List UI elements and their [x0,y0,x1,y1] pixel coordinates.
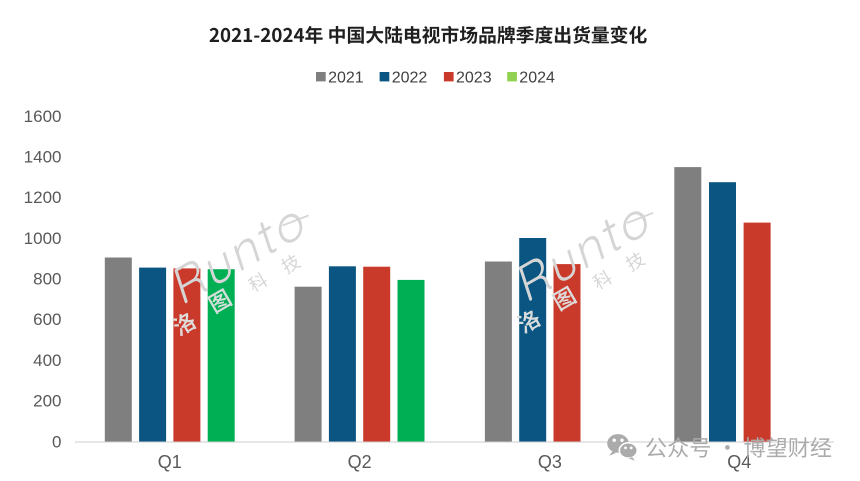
svg-text:200: 200 [33,392,61,411]
svg-text:1200: 1200 [24,188,62,207]
svg-text:0: 0 [52,432,61,451]
svg-text:2021: 2021 [328,70,364,87]
svg-text:1000: 1000 [24,229,62,248]
svg-text:Q1: Q1 [158,452,182,472]
svg-text:2023: 2023 [456,70,492,87]
svg-text:1600: 1600 [24,107,62,126]
svg-text:1400: 1400 [24,148,62,167]
svg-text:600: 600 [33,310,61,329]
svg-text:2024: 2024 [519,70,555,87]
svg-text:2022: 2022 [392,70,428,87]
svg-text:Q4: Q4 [727,452,751,472]
svg-text:800: 800 [33,270,61,289]
svg-text:Q2: Q2 [348,452,372,472]
svg-text:400: 400 [33,351,61,370]
svg-text:Q3: Q3 [538,452,562,472]
